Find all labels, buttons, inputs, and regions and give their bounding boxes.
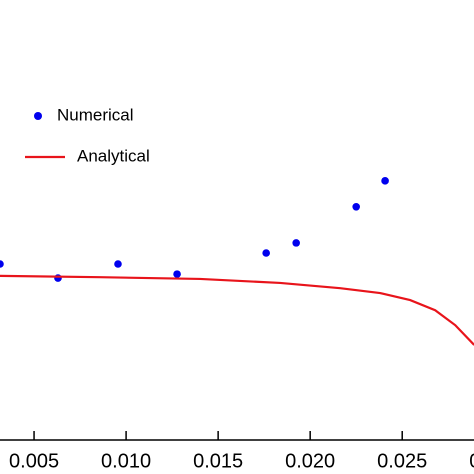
line xyxy=(0,274,474,346)
x-tick-label: 0.005 xyxy=(9,450,59,472)
x-tick-label: 0.030 xyxy=(469,450,474,472)
legend-marker xyxy=(34,112,42,120)
x-tick-label: 0.020 xyxy=(285,450,335,472)
point xyxy=(0,260,4,268)
legend-label: Analytical xyxy=(77,146,150,165)
x-tick-label: 0.015 xyxy=(193,450,243,472)
point xyxy=(352,203,360,211)
point xyxy=(292,239,300,247)
point xyxy=(173,270,181,278)
legend-label: Numerical xyxy=(57,105,134,124)
x-tick-label: 0.010 xyxy=(101,450,151,472)
x-tick-label: 0.025 xyxy=(377,450,427,472)
point xyxy=(114,260,122,268)
point xyxy=(262,249,270,257)
point xyxy=(381,177,389,185)
point xyxy=(54,274,62,282)
